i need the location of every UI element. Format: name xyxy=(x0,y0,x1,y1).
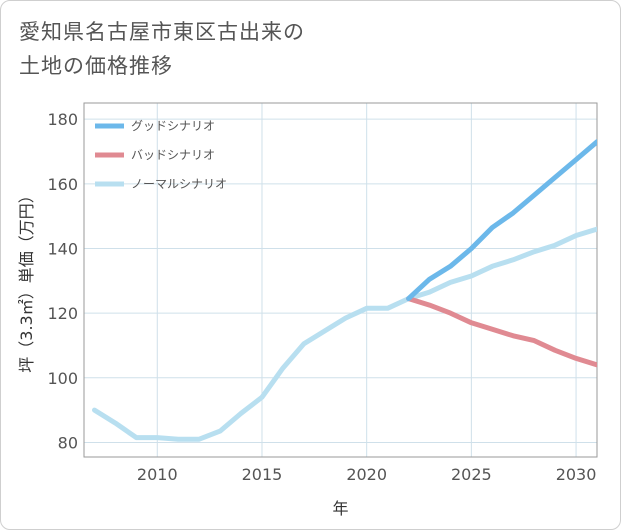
y-tick-label: 80 xyxy=(58,433,78,452)
x-tick-label: 2010 xyxy=(137,465,178,484)
chart-title-line-2: 土地の価格推移 xyxy=(19,54,173,78)
grid-lines xyxy=(84,103,597,457)
series-line-3 xyxy=(92,226,597,442)
legend-label: バッドシナリオ xyxy=(131,148,215,162)
y-tick-label: 140 xyxy=(47,239,78,258)
y-tick-label: 180 xyxy=(47,110,78,129)
y-axis-label: 坪（3.3㎡）単価（万円） xyxy=(17,187,36,372)
series-line-1 xyxy=(406,139,597,302)
chart-title-line-1: 愛知県名古屋市東区古出来の xyxy=(19,20,305,44)
x-tick-label: 2015 xyxy=(242,465,283,484)
series-line-2 xyxy=(406,296,597,368)
x-tick-label: 2020 xyxy=(346,465,387,484)
y-tick-label: 160 xyxy=(47,175,78,194)
legend-label: グッドシナリオ xyxy=(131,119,215,133)
legend-label: ノーマルシナリオ xyxy=(131,177,227,191)
x-tick-label: 2025 xyxy=(451,465,492,484)
x-tick-label: 2030 xyxy=(556,465,597,484)
plot-frame xyxy=(83,102,598,458)
x-axis-label: 年 xyxy=(332,499,348,518)
series-lines xyxy=(92,139,597,442)
chart-title: 愛知県名古屋市東区古出来の 土地の価格推移 xyxy=(19,15,305,83)
axis-ticks: 2010 2015 2020 2025 2030 80 100 120 140 160 180 xyxy=(47,110,596,484)
y-tick-label: 120 xyxy=(47,304,78,323)
y-tick-label: 100 xyxy=(47,369,78,388)
